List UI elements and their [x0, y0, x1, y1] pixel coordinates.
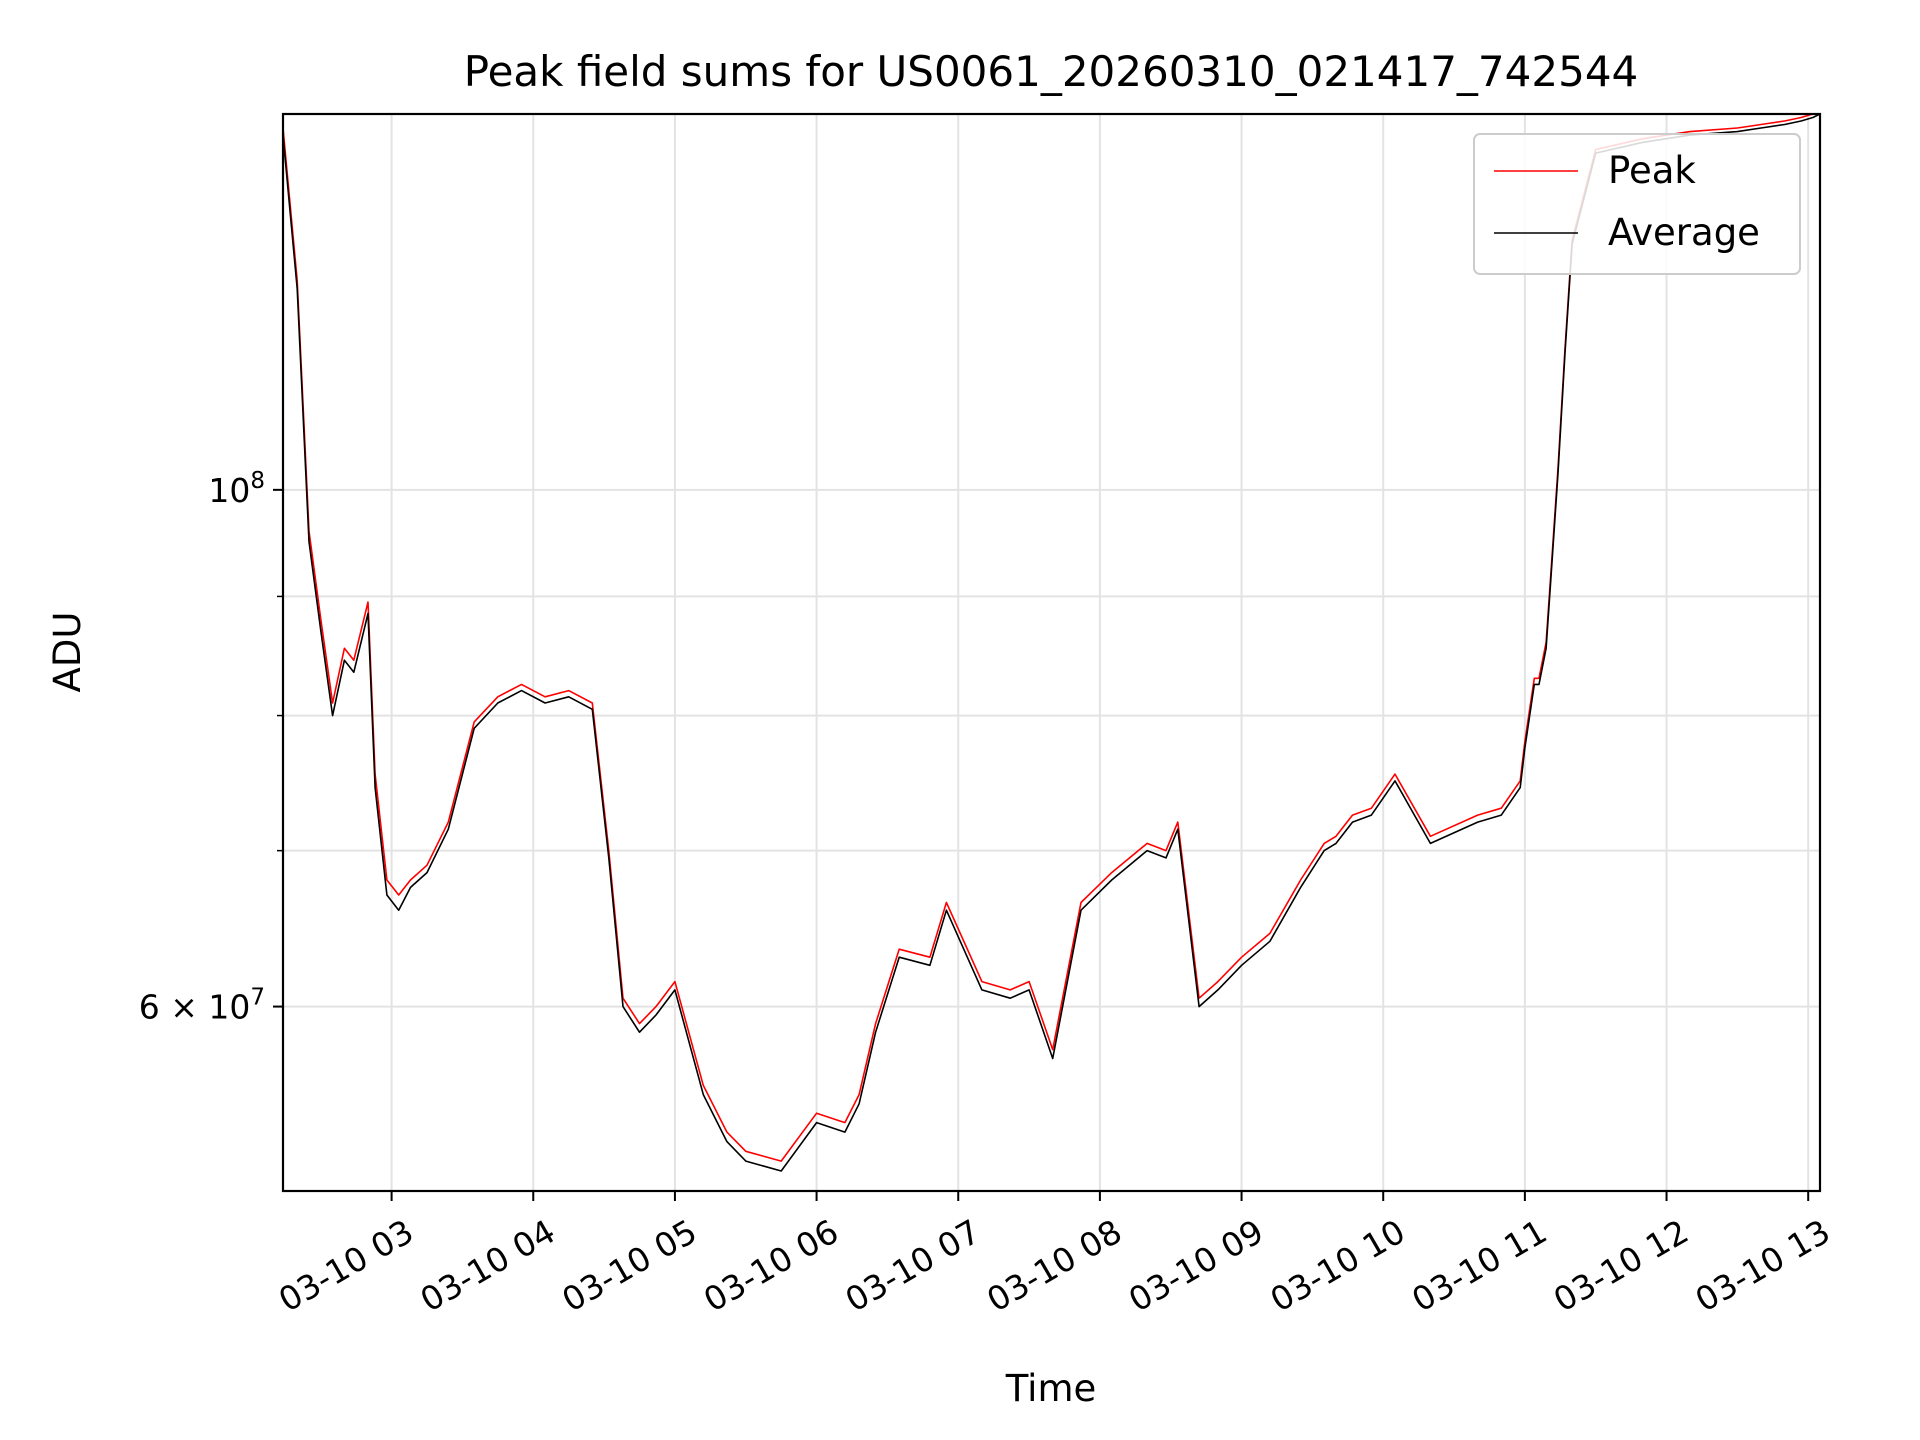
- y-axis-ticks: 6 × 107 108: [139, 468, 283, 1027]
- legend-label-peak: Peak: [1608, 149, 1696, 192]
- y-axis-label: ADU: [46, 612, 89, 693]
- legend: Peak Average: [1473, 133, 1801, 275]
- legend-label-average: Average: [1608, 211, 1760, 254]
- legend-box: [1473, 133, 1801, 275]
- plot-frame: [281, 112, 1822, 1193]
- grid: [283, 114, 1820, 1191]
- x-axis-label: Time: [1005, 1367, 1097, 1410]
- series-layer: [283, 114, 1820, 1172]
- chart-title: Peak field sums for US0061_20260310_0214…: [464, 47, 1639, 96]
- series-line-average: [283, 114, 1820, 1172]
- y-tick-label: 108: [208, 468, 265, 510]
- y-tick-label: 6 × 107: [139, 985, 265, 1027]
